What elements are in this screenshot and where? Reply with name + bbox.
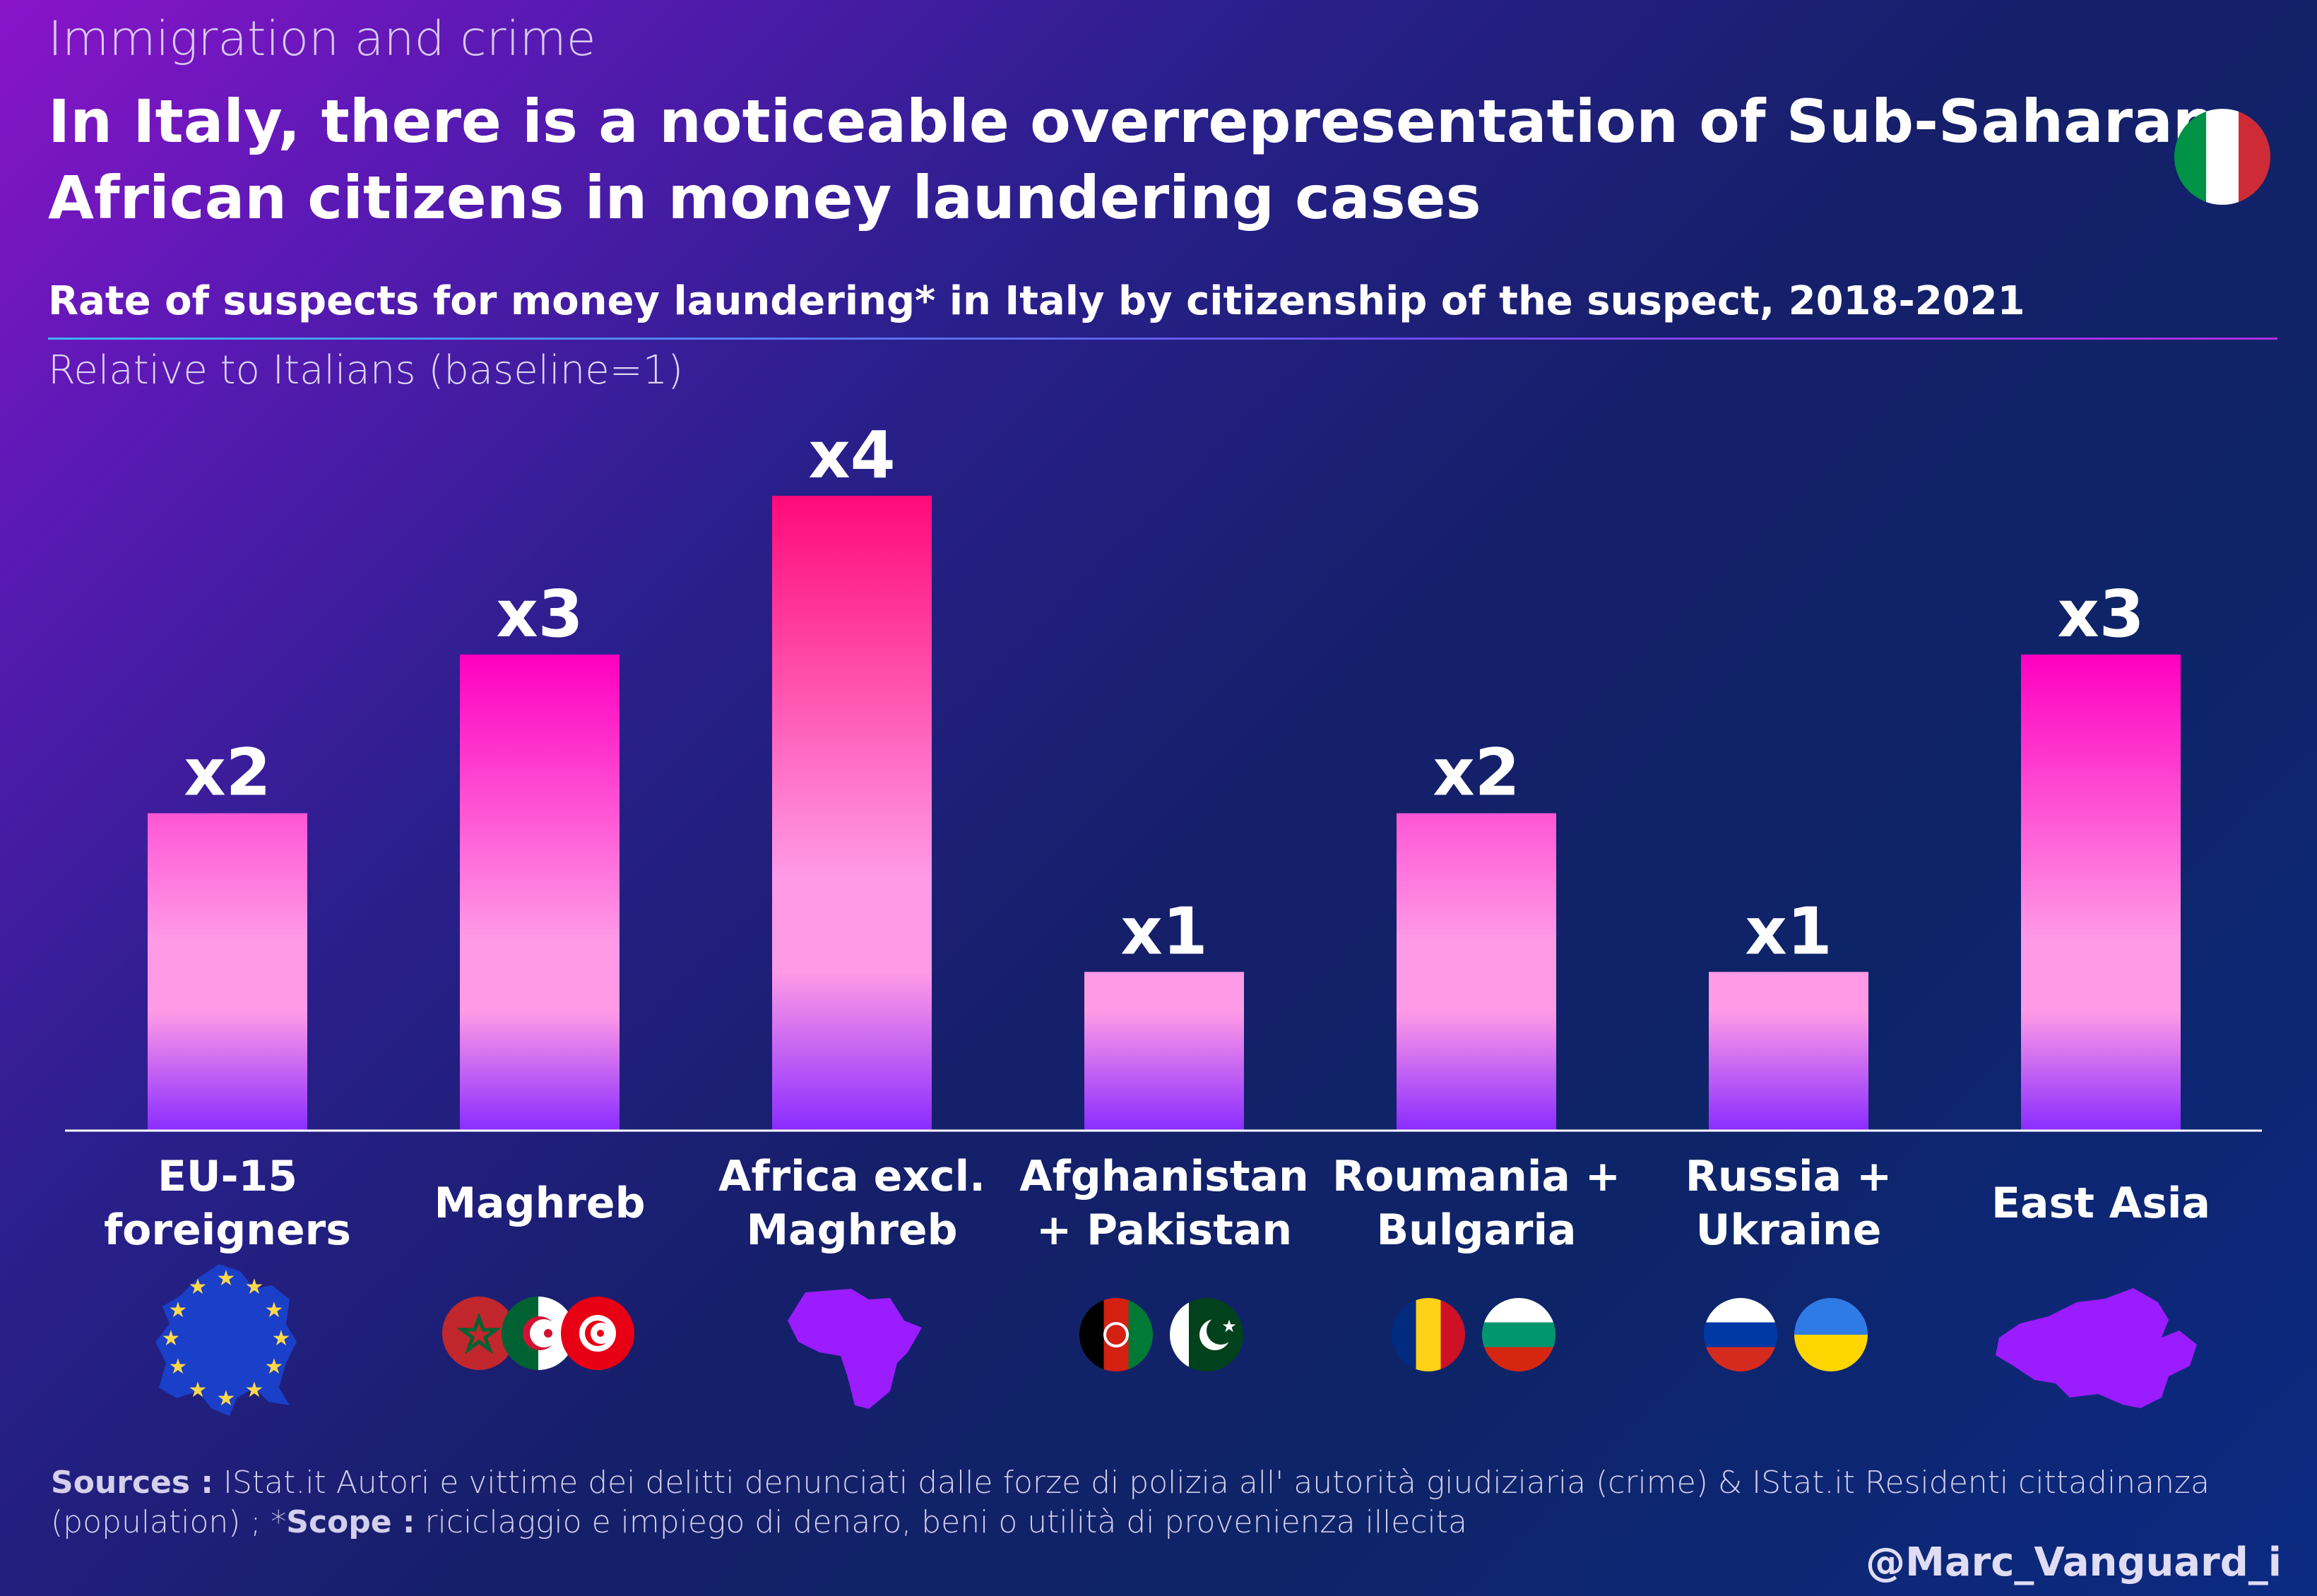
italy-flag-icon <box>2174 109 2270 205</box>
afghanistan-flag-icon <box>1079 1298 1153 1371</box>
data-label-3: x4 <box>808 424 895 493</box>
data-label-4: x1 <box>1120 893 1207 969</box>
category-label-line2: foreigners <box>104 1205 351 1255</box>
category-label-line1: Russia + <box>1685 1152 1892 1201</box>
category-label-line1: EU-15 <box>157 1152 298 1201</box>
category-label-line1: East Asia <box>1991 1179 2210 1228</box>
category-label-6: Russia + Ukraine <box>1633 1150 1944 1257</box>
category-label-line2: Ukraine <box>1695 1205 1882 1255</box>
chart-subtitle: Rate of suspects for money laundering* i… <box>48 278 2025 324</box>
author-handle: @Marc_Vanguard_i <box>1866 1540 2282 1585</box>
afghanistan-pakistan-flags-icon: ★ <box>1079 1298 1249 1376</box>
bar-5 <box>1397 813 1556 1131</box>
maghreb-flags-icon <box>442 1297 640 1374</box>
data-label-5: x2 <box>1433 735 1519 811</box>
svg-text:★: ★ <box>162 1326 181 1351</box>
svg-text:★: ★ <box>265 1298 284 1323</box>
sources-text: IStat.it Autori e vittime dei delitti de… <box>51 1465 2210 1540</box>
ukraine-flag-icon <box>1794 1298 1868 1371</box>
category-label-4: Afghanistan + Pakistan <box>1009 1150 1320 1257</box>
baseline-note: Relative to Italians (baseline=1) <box>48 347 684 393</box>
title-line-1: In Italy, there is a noticeable overrepr… <box>48 87 2215 156</box>
eu-map-icon: ★ ★★★ ★★★★ ★★★★ <box>155 1264 297 1416</box>
russia-flag-icon <box>1704 1298 1777 1371</box>
svg-text:★: ★ <box>189 1378 208 1403</box>
category-label-line1: Afghanistan <box>1019 1152 1309 1201</box>
data-label-1: x2 <box>184 735 271 811</box>
category-label-line2: + Pakistan <box>1036 1205 1293 1255</box>
data-label-6: x1 <box>1745 893 1832 969</box>
category-label-5: Roumania + Bulgaria <box>1321 1150 1632 1257</box>
svg-text:★: ★ <box>217 1386 236 1411</box>
category-label-line2: Bulgaria <box>1376 1205 1577 1255</box>
pakistan-flag-icon: ★ <box>1170 1298 1243 1371</box>
east-asia-map-icon <box>1996 1288 2197 1408</box>
kicker: Immigration and crime <box>48 11 596 67</box>
bar-2 <box>460 654 620 1131</box>
scope-text: riciclaggio e impiego di denaro, beni o … <box>415 1504 1467 1540</box>
svg-text:★: ★ <box>272 1326 291 1351</box>
data-label-7: x3 <box>2057 576 2144 652</box>
category-label-1: EU-15 foreigners <box>72 1150 383 1257</box>
tunisia-flag-icon <box>561 1297 634 1370</box>
romania-bulgaria-flags-icon <box>1392 1298 1561 1376</box>
africa-map-icon <box>788 1289 922 1409</box>
svg-text:★: ★ <box>265 1354 284 1379</box>
bar-6 <box>1709 972 1868 1131</box>
svg-text:★: ★ <box>189 1275 208 1299</box>
data-label-2: x3 <box>496 576 583 652</box>
bar-1 <box>148 813 307 1131</box>
category-label-line1: Maghreb <box>434 1179 646 1228</box>
svg-text:★: ★ <box>169 1354 188 1379</box>
title-line-2: African citizens in money laundering cas… <box>48 163 1481 232</box>
category-label-3: Africa excl. Maghreb <box>697 1150 1007 1257</box>
chart-title: In Italy, there is a noticeable overrepr… <box>48 83 2215 236</box>
bar-7 <box>2021 654 2181 1131</box>
svg-text:★: ★ <box>245 1275 264 1299</box>
sources-label: Sources : <box>51 1465 213 1501</box>
svg-text:★: ★ <box>1221 1316 1237 1336</box>
category-label-7: East Asia <box>1945 1177 2256 1230</box>
svg-text:★: ★ <box>245 1378 264 1403</box>
divider <box>48 338 2277 340</box>
category-label-line1: Roumania + <box>1332 1152 1621 1201</box>
bar-3 <box>772 496 932 1131</box>
category-label-2: Maghreb <box>384 1177 695 1230</box>
category-label-line2: Maghreb <box>746 1205 958 1255</box>
bulgaria-flag-icon <box>1482 1298 1555 1371</box>
russia-ukraine-flags-icon <box>1704 1298 1873 1376</box>
bars-group: x2 x3 x4 x1 x2 x1 x3 <box>148 424 2181 1131</box>
bar-chart: x2 x3 x4 x1 x2 x1 x3 <box>65 424 2262 1132</box>
svg-text:★: ★ <box>217 1266 236 1291</box>
scope-label: Scope : <box>286 1504 415 1540</box>
bar-4 <box>1084 972 1244 1131</box>
sources-note: Sources : IStat.it Autori e vittime dei … <box>51 1463 2269 1542</box>
category-label-line1: Africa excl. <box>718 1152 985 1201</box>
svg-text:★: ★ <box>169 1298 188 1323</box>
romania-flag-icon <box>1392 1298 1465 1371</box>
